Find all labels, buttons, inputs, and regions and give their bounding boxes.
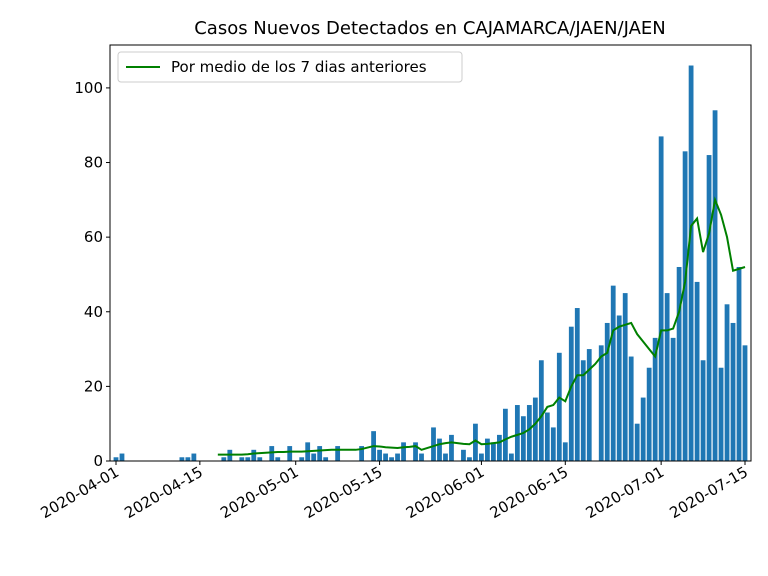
bar bbox=[431, 427, 436, 461]
bar bbox=[676, 266, 682, 461]
bar bbox=[694, 281, 700, 461]
bar bbox=[491, 442, 496, 461]
bar bbox=[299, 457, 305, 461]
bar bbox=[706, 155, 712, 461]
bar bbox=[544, 412, 550, 461]
bar bbox=[670, 337, 676, 461]
bar bbox=[245, 457, 251, 461]
bar bbox=[317, 446, 323, 461]
bar bbox=[664, 293, 670, 461]
bar bbox=[502, 408, 508, 461]
bar bbox=[724, 304, 730, 461]
bar bbox=[562, 442, 568, 461]
bar bbox=[496, 434, 502, 461]
bar bbox=[269, 446, 275, 461]
bar bbox=[335, 446, 341, 461]
bar bbox=[479, 453, 484, 461]
bar bbox=[700, 360, 706, 461]
bar bbox=[598, 345, 604, 461]
bar bbox=[449, 434, 454, 461]
bar bbox=[646, 367, 652, 461]
bar bbox=[383, 453, 388, 461]
bar bbox=[532, 397, 538, 461]
bar bbox=[514, 405, 520, 461]
bar bbox=[395, 453, 400, 461]
bar bbox=[473, 423, 478, 461]
line bbox=[217, 196, 746, 456]
bar bbox=[377, 449, 382, 461]
bar bbox=[389, 457, 394, 461]
bar bbox=[736, 266, 742, 461]
bar bbox=[586, 349, 592, 461]
bar bbox=[251, 449, 257, 461]
bar bbox=[185, 457, 191, 461]
bar bbox=[179, 457, 185, 461]
bar bbox=[568, 326, 574, 461]
bar bbox=[359, 446, 365, 461]
bar bbox=[119, 453, 125, 461]
bar bbox=[526, 405, 532, 461]
y-tick-label: 100 bbox=[74, 79, 103, 97]
bar bbox=[520, 416, 526, 461]
bar bbox=[610, 285, 616, 461]
bar bbox=[323, 457, 329, 461]
bar bbox=[742, 345, 748, 461]
bar bbox=[401, 442, 406, 461]
bar bbox=[113, 457, 119, 461]
y-tick-label: 40 bbox=[84, 303, 103, 321]
bar bbox=[628, 356, 634, 461]
bar bbox=[287, 446, 293, 461]
bar bbox=[311, 453, 317, 461]
bar bbox=[257, 457, 263, 461]
legend: Por medio de los 7 dias anteriores bbox=[117, 51, 463, 83]
bar bbox=[419, 453, 424, 461]
bar bbox=[191, 453, 197, 461]
bar bbox=[604, 322, 610, 461]
chart-title: Casos Nuevos Detectados en CAJAMARCA/JAE… bbox=[194, 18, 666, 39]
bar bbox=[275, 457, 281, 461]
bar bbox=[622, 293, 628, 461]
bar bbox=[658, 136, 664, 461]
bar bbox=[437, 438, 442, 461]
bar bbox=[413, 442, 418, 461]
bar bbox=[640, 397, 646, 461]
bar bbox=[538, 360, 544, 461]
bar bbox=[682, 151, 688, 461]
bar bbox=[616, 315, 622, 461]
y-tick-label: 20 bbox=[84, 377, 103, 395]
bar bbox=[221, 457, 227, 461]
bar bbox=[467, 457, 472, 461]
bar bbox=[580, 360, 586, 461]
bar bbox=[443, 453, 448, 461]
bar bbox=[461, 449, 466, 461]
y-tick-label: 0 bbox=[93, 452, 103, 470]
bar bbox=[634, 423, 640, 461]
bar bbox=[730, 322, 736, 461]
y-tick-label: 60 bbox=[84, 228, 103, 246]
legend-box bbox=[117, 51, 463, 83]
bar bbox=[718, 367, 724, 461]
bar bbox=[574, 308, 580, 461]
bar bbox=[688, 65, 694, 462]
bar bbox=[508, 453, 514, 461]
bar bbox=[239, 457, 245, 461]
bar bbox=[556, 352, 562, 461]
bar bbox=[485, 438, 490, 461]
bar bbox=[652, 337, 658, 461]
y-tick-label: 80 bbox=[84, 154, 103, 172]
plot-frame bbox=[109, 44, 752, 462]
legend-label: Por medio de los 7 dias anteriores bbox=[171, 58, 427, 76]
bar bbox=[550, 427, 556, 461]
bar bbox=[712, 110, 718, 462]
